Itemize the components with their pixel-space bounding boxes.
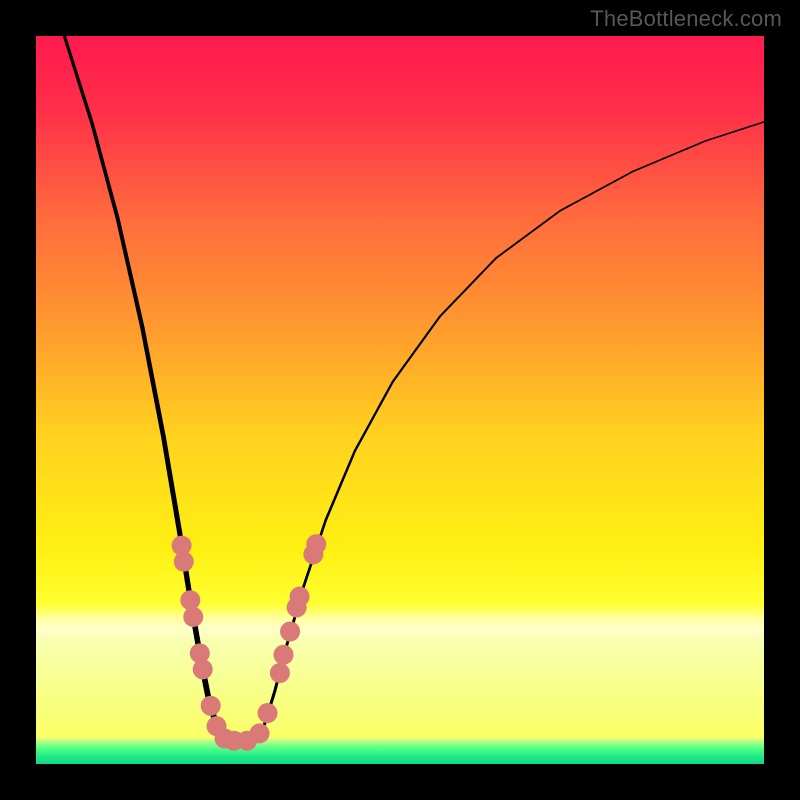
data-marker [306,534,326,554]
data-marker [180,590,200,610]
data-marker [258,703,278,723]
data-marker [290,587,310,607]
chart-frame [36,36,764,764]
watermark: TheBottleneck.com [590,6,782,32]
data-marker [250,723,270,743]
chart-svg-layer [36,36,764,764]
data-marker [193,659,213,679]
data-marker [201,696,221,716]
data-marker [274,645,294,665]
data-marker [174,552,194,572]
data-markers [172,534,327,751]
data-marker [270,663,290,683]
data-marker [183,607,203,627]
bottleneck-curve [64,36,764,741]
data-marker [280,622,300,642]
